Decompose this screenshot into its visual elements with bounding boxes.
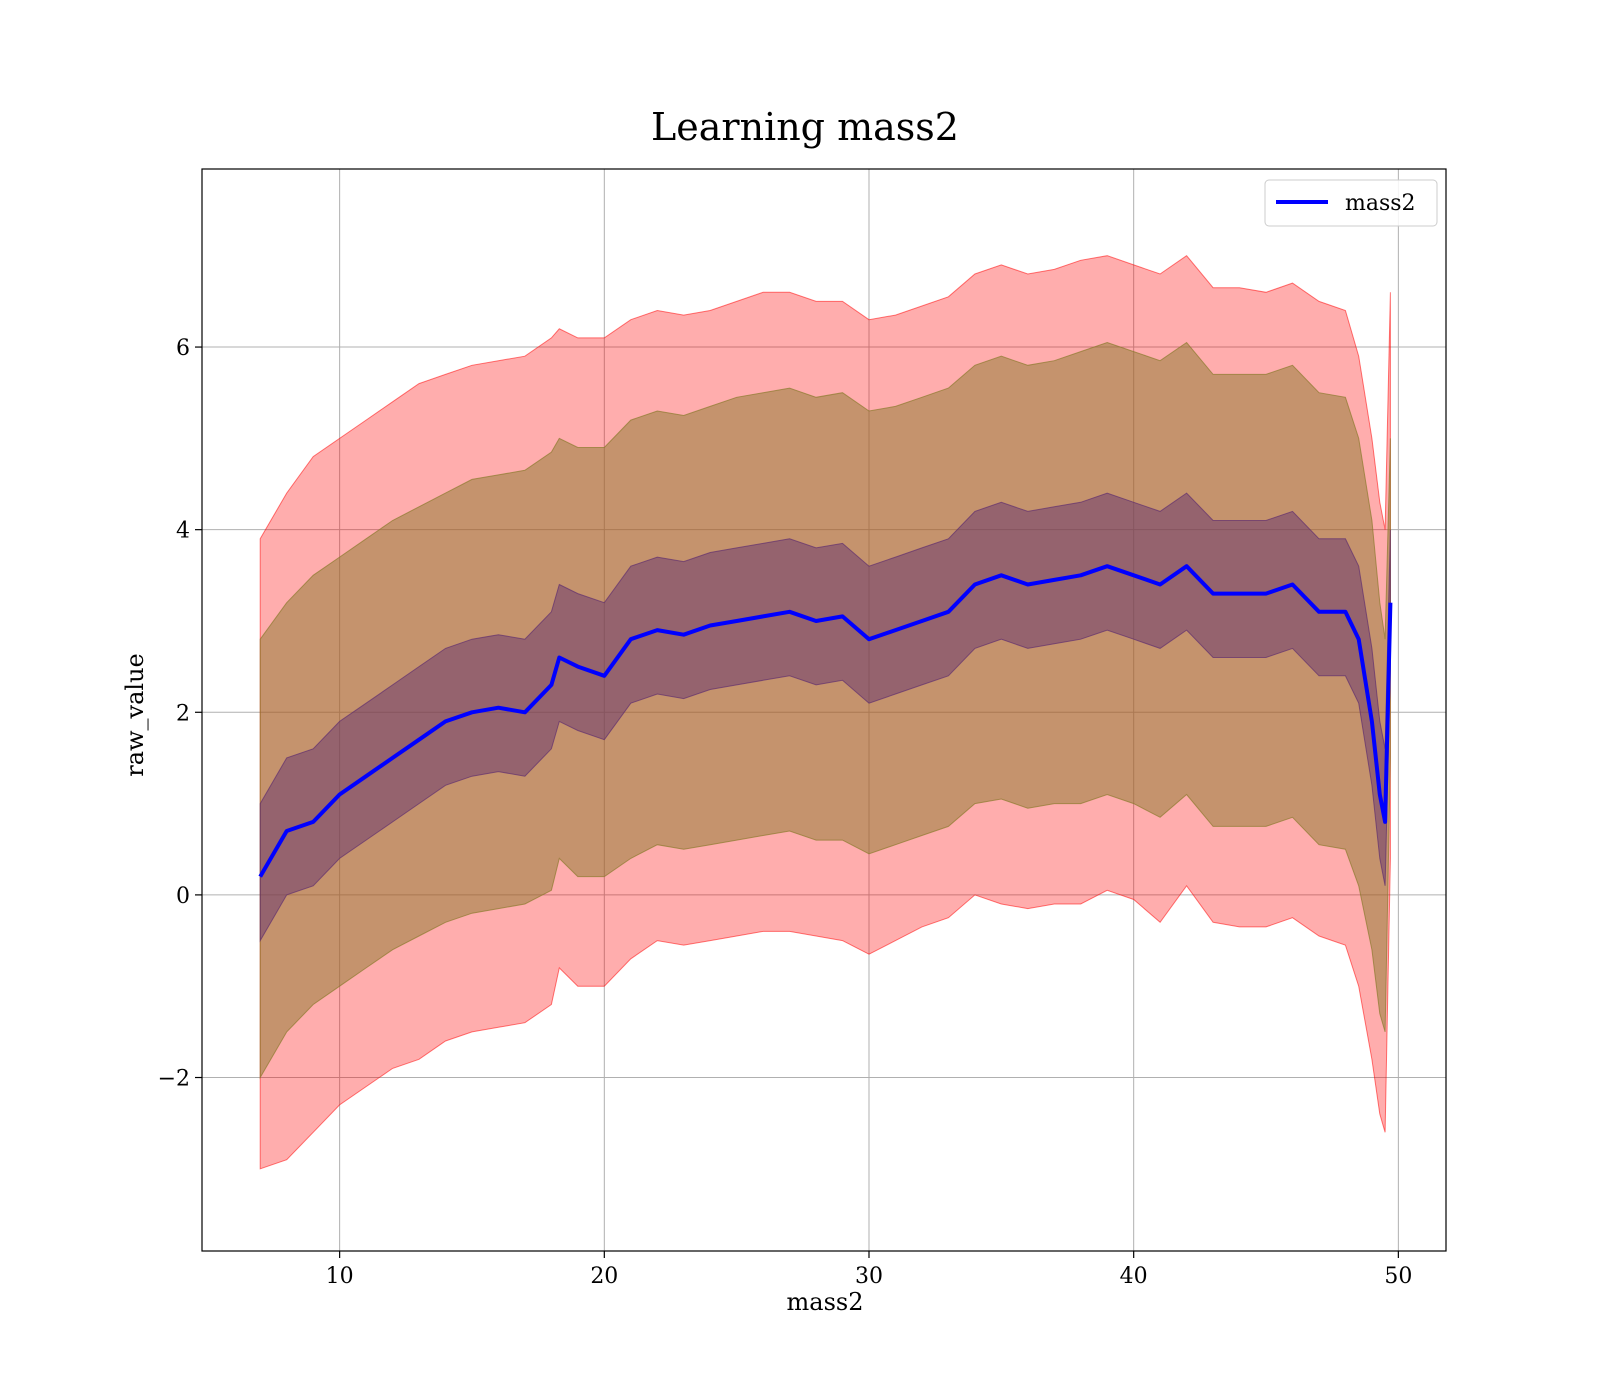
legend: mass2 bbox=[1264, 179, 1438, 227]
y-axis-ticks: −2 0 2 4 6 bbox=[158, 336, 202, 1092]
chart-title: Learning mass2 bbox=[651, 105, 959, 149]
x-tick-label: 30 bbox=[855, 1264, 883, 1289]
legend-box bbox=[1264, 179, 1438, 227]
plot-frame bbox=[201, 168, 1447, 1252]
uncertainty-bands bbox=[259, 255, 1391, 1170]
y-tick-label: 2 bbox=[176, 701, 190, 726]
x-tick-label: 50 bbox=[1384, 1264, 1412, 1289]
y-tick-label: −2 bbox=[158, 1067, 190, 1092]
x-tick-label: 20 bbox=[590, 1264, 618, 1289]
y-tick-label: 4 bbox=[176, 519, 190, 544]
y-tick-label: 0 bbox=[176, 884, 190, 909]
y-axis-label: raw_value bbox=[121, 653, 149, 777]
series-lines bbox=[258, 564, 1393, 878]
x-tick-label: 40 bbox=[1120, 1264, 1148, 1289]
series-line-mass2 bbox=[258, 564, 1393, 878]
x-axis-label: mass2 bbox=[787, 1288, 864, 1316]
confidence-band-2 bbox=[259, 341, 1391, 1080]
y-tick-label: 6 bbox=[176, 336, 190, 361]
legend-entry: mass2 bbox=[1345, 191, 1416, 216]
x-tick-label: 10 bbox=[326, 1264, 354, 1289]
x-axis-ticks: 10 20 30 40 50 bbox=[326, 1251, 1412, 1289]
